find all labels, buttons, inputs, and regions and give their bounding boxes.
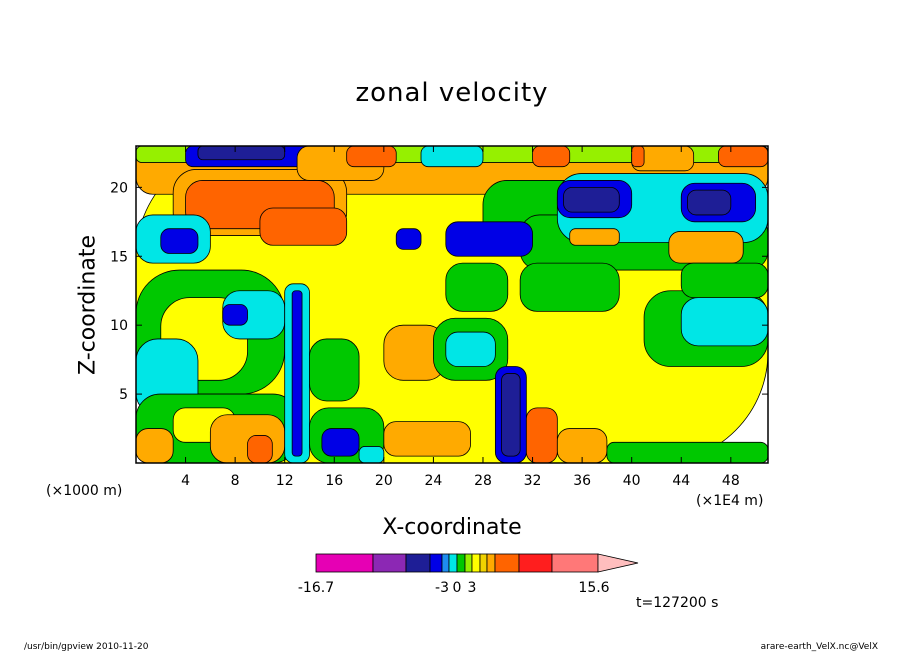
contour-region (680, 297, 768, 347)
x-tick-label: 16 (325, 473, 343, 489)
x-tick-label: 20 (375, 473, 393, 489)
x-tick-label: 48 (722, 473, 740, 489)
plot-frame (135, 145, 769, 464)
x-tick-label: 36 (573, 473, 591, 489)
x-tick-label: 40 (623, 473, 641, 489)
colorbar-cell (315, 553, 374, 573)
colorbar-cell (456, 553, 466, 573)
colorbar-tick-label: -16.7 (298, 580, 334, 596)
x-tick-label: 8 (231, 473, 240, 489)
contour-region (445, 262, 509, 312)
y-tick-label: 10 (110, 318, 128, 334)
contour-region (569, 228, 620, 246)
x-axis-unit-left: (×1000 m) (46, 483, 123, 499)
contour-region (718, 146, 768, 168)
contour-region (358, 446, 385, 463)
colorbar-tick-label: 3 (468, 580, 477, 596)
colorbar-cell (372, 553, 407, 573)
contour-region (606, 441, 768, 463)
x-tick-label: 24 (424, 473, 442, 489)
x-tick-label: 4 (181, 473, 190, 489)
colorbar-cell (479, 553, 488, 573)
contour-fill-regions (136, 146, 768, 463)
contour-region (222, 304, 248, 326)
contour-region (556, 428, 608, 463)
contour-region (309, 338, 360, 402)
x-tick-label: 32 (524, 473, 542, 489)
footer-source-file: arare-earth_VelX.nc@VelX (760, 642, 878, 652)
y-tick-label: 5 (119, 387, 128, 403)
contour-region (519, 262, 620, 312)
chart-title: zonal velocity (355, 78, 549, 108)
contour-region (687, 189, 732, 216)
contour-region (259, 207, 348, 246)
contour-region (197, 146, 286, 161)
colorbar-cell (464, 553, 473, 573)
contour-region (395, 228, 422, 250)
contour-region (563, 186, 620, 213)
contour-region (160, 228, 199, 254)
contour-region (631, 146, 645, 168)
colorbar-cell (441, 553, 450, 573)
contour-region (501, 373, 521, 457)
x-tick-label: 12 (276, 473, 294, 489)
contour-region (346, 146, 397, 168)
x-tick-label: 44 (672, 473, 690, 489)
contour-region (445, 221, 533, 257)
colorbar-tick-label: 0 (453, 580, 462, 596)
contour-region (532, 146, 571, 168)
colorbar-cell (486, 553, 496, 573)
contour-region (668, 231, 744, 264)
colorbar-cell (429, 553, 443, 573)
colorbar-cell (551, 553, 599, 573)
x-axis-label: X-coordinate (382, 515, 522, 540)
colorbar-extend-arrow (597, 553, 639, 573)
contour-region (445, 331, 496, 367)
y-axis-ticks: 5 10 15 20 (110, 180, 768, 403)
x-axis-ticks: 4 8 12 16 20 24 28 32 36 40 44 48 (181, 146, 740, 489)
y-tick-label: 15 (110, 249, 128, 265)
y-tick-label: 20 (110, 180, 128, 196)
colorbar-cell (471, 553, 481, 573)
colorbar-cell (518, 553, 553, 573)
colorbar-cell (494, 553, 520, 573)
contour-region (680, 262, 768, 299)
colorbar-tick-label: 15.6 (578, 580, 609, 596)
contour-region (420, 146, 484, 168)
colorbar: -16.7 -3 0 3 15.6 (298, 553, 639, 596)
contour-region (321, 428, 360, 457)
contour-region (136, 428, 174, 463)
time-annotation: t=127200 s (636, 595, 719, 611)
contour-region (383, 421, 471, 457)
colorbar-cell (448, 553, 458, 573)
contour-region (247, 435, 273, 463)
x-axis-unit-right: (×1E4 m) (696, 493, 764, 509)
contour-region (525, 407, 558, 463)
footer-program-date: /usr/bin/gpview 2010-11-20 (24, 642, 149, 652)
colorbar-tick-label: -3 (435, 580, 449, 596)
x-tick-label: 28 (474, 473, 492, 489)
colorbar-cell (405, 553, 431, 573)
contour-region (291, 290, 303, 457)
